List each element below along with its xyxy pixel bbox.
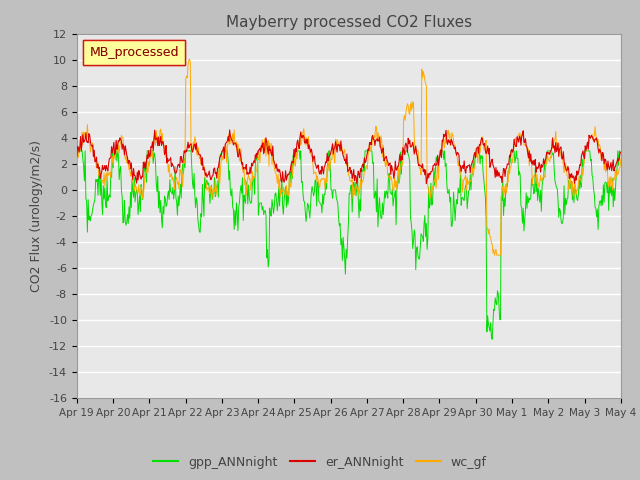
er_ANNnight	[223, 140, 230, 145]
Title: Mayberry processed CO2 Fluxes: Mayberry processed CO2 Fluxes	[226, 15, 472, 30]
gpp_ANNnight	[431, 183, 438, 189]
er_ANNnight	[73, 154, 81, 160]
gpp_ANNnight	[617, 149, 625, 155]
gpp_ANNnight	[139, 197, 147, 203]
er_ANNnight	[617, 149, 625, 155]
gpp_ANNnight	[415, 256, 422, 262]
Legend: gpp_ANNnight, er_ANNnight, wc_gf: gpp_ANNnight, er_ANNnight, wc_gf	[148, 451, 492, 474]
er_ANNnight	[83, 139, 90, 144]
wc_gf	[73, 167, 81, 173]
er_ANNnight	[226, 127, 234, 133]
wc_gf	[83, 135, 90, 141]
er_ANNnight	[194, 149, 202, 155]
wc_gf	[223, 144, 231, 149]
wc_gf	[431, 171, 439, 177]
er_ANNnight	[353, 180, 360, 186]
er_ANNnight	[139, 174, 147, 180]
Legend: MB_processed: MB_processed	[83, 40, 185, 65]
er_ANNnight	[417, 163, 424, 168]
gpp_ANNnight	[83, 199, 90, 204]
Line: er_ANNnight: er_ANNnight	[77, 130, 621, 183]
er_ANNnight	[433, 162, 440, 168]
gpp_ANNnight	[73, 148, 81, 154]
gpp_ANNnight	[223, 148, 230, 154]
wc_gf	[491, 252, 499, 258]
wc_gf	[186, 56, 193, 62]
wc_gf	[139, 196, 147, 202]
Line: wc_gf: wc_gf	[77, 59, 621, 255]
Y-axis label: CO2 Flux (urology/m2/s): CO2 Flux (urology/m2/s)	[30, 140, 44, 292]
Line: gpp_ANNnight: gpp_ANNnight	[77, 151, 621, 339]
gpp_ANNnight	[194, 216, 202, 222]
wc_gf	[416, 166, 424, 172]
wc_gf	[617, 156, 625, 161]
gpp_ANNnight	[488, 336, 496, 342]
wc_gf	[195, 145, 202, 151]
